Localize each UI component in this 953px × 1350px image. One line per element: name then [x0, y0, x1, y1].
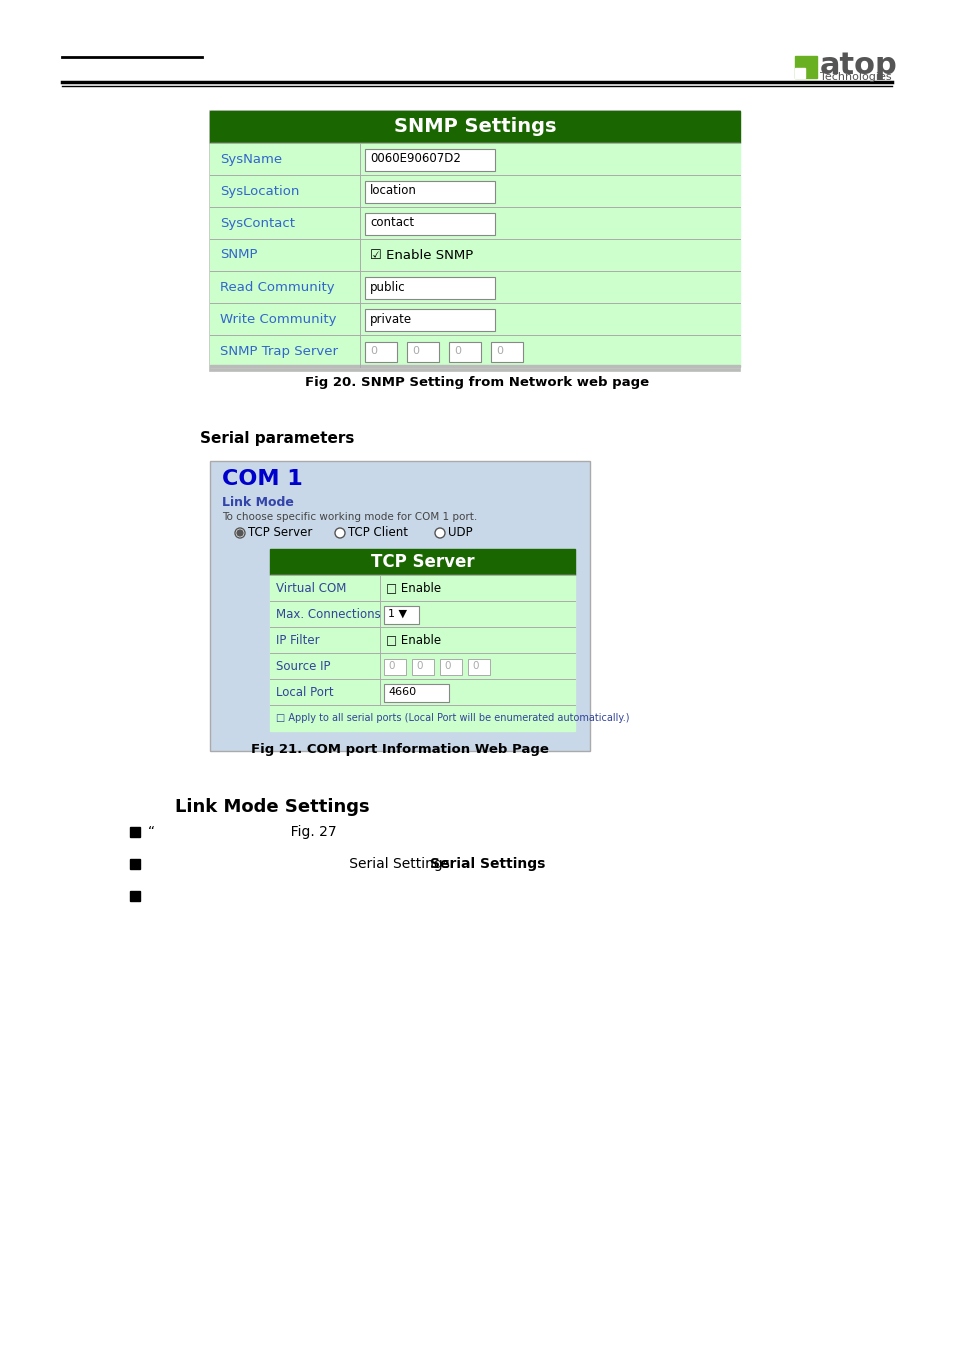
Bar — [210, 111, 740, 371]
Bar — [270, 549, 575, 575]
Bar — [449, 342, 480, 362]
Text: “                               Fig. 27: “ Fig. 27 — [148, 825, 336, 838]
Bar — [365, 213, 495, 235]
Bar — [384, 684, 449, 702]
Circle shape — [335, 528, 345, 539]
Bar — [210, 176, 740, 207]
Bar — [365, 181, 495, 202]
Text: Link Mode: Link Mode — [222, 497, 294, 509]
Bar — [794, 55, 816, 78]
Text: □ Apply to all serial ports (Local Port will be enumerated automatically.): □ Apply to all serial ports (Local Port … — [275, 713, 629, 724]
Bar — [130, 828, 140, 837]
Text: Serial Settings: Serial Settings — [430, 857, 545, 871]
Text: Write Community: Write Community — [220, 312, 336, 325]
Bar — [439, 659, 461, 675]
Bar — [270, 575, 575, 601]
Text: Fig 20. SNMP Setting from Network web page: Fig 20. SNMP Setting from Network web pa… — [305, 377, 648, 389]
Text: IP Filter: IP Filter — [275, 633, 319, 647]
Text: SysLocation: SysLocation — [220, 185, 299, 197]
Circle shape — [435, 528, 444, 539]
Bar — [270, 653, 575, 679]
Bar — [365, 148, 495, 171]
Bar — [491, 342, 522, 362]
Text: Virtual COM: Virtual COM — [275, 582, 346, 594]
Text: 4660: 4660 — [388, 687, 416, 697]
Text: TCP Server: TCP Server — [371, 554, 474, 571]
Text: Technologies: Technologies — [820, 72, 891, 82]
Bar — [270, 679, 575, 705]
Text: 0: 0 — [370, 346, 376, 356]
Text: SNMP Settings: SNMP Settings — [394, 117, 556, 136]
Text: To choose specific working mode for COM 1 port.: To choose specific working mode for COM … — [222, 512, 476, 522]
Text: Fig 21. COM port Information Web Page: Fig 21. COM port Information Web Page — [251, 743, 548, 756]
Text: 0: 0 — [416, 662, 422, 671]
Text: private: private — [370, 312, 412, 325]
Bar — [130, 859, 140, 869]
Text: 1 ▼: 1 ▼ — [388, 609, 407, 620]
Bar — [270, 601, 575, 626]
Bar — [210, 111, 740, 143]
Bar — [210, 460, 589, 751]
Text: Serial parameters: Serial parameters — [200, 431, 354, 446]
Text: SysName: SysName — [220, 153, 282, 166]
Bar — [210, 143, 740, 176]
Text: UDP: UDP — [448, 526, 472, 540]
Text: 0: 0 — [388, 662, 395, 671]
Text: 0: 0 — [472, 662, 478, 671]
Bar — [384, 659, 406, 675]
Text: SysContact: SysContact — [220, 216, 294, 230]
Bar — [794, 68, 804, 78]
Circle shape — [234, 528, 245, 539]
Bar — [210, 239, 740, 271]
Bar — [210, 302, 740, 335]
Text: 0060E90607D2: 0060E90607D2 — [370, 153, 460, 166]
Bar — [407, 342, 438, 362]
Bar — [210, 335, 740, 367]
Text: TCP Server: TCP Server — [248, 526, 312, 540]
Bar — [468, 659, 490, 675]
Text: SNMP: SNMP — [220, 248, 257, 262]
Text: □ Enable: □ Enable — [386, 633, 440, 647]
Text: □ Enable: □ Enable — [386, 582, 440, 594]
Text: public: public — [370, 281, 405, 293]
Text: 0: 0 — [496, 346, 502, 356]
Text: 0: 0 — [412, 346, 418, 356]
Bar — [210, 364, 740, 367]
Text: TCP Client: TCP Client — [348, 526, 408, 540]
Text: 0: 0 — [443, 662, 450, 671]
Bar — [365, 342, 396, 362]
Text: ☑ Enable SNMP: ☑ Enable SNMP — [370, 248, 473, 262]
Bar — [412, 659, 434, 675]
Text: Source IP: Source IP — [275, 660, 330, 672]
Text: Link Mode Settings: Link Mode Settings — [174, 798, 369, 815]
Text: COM 1: COM 1 — [222, 468, 302, 489]
Text: location: location — [370, 185, 416, 197]
Text: Local Port: Local Port — [275, 686, 334, 698]
Text: Serial Settings: Serial Settings — [148, 857, 450, 871]
Text: Read Community: Read Community — [220, 281, 335, 293]
Bar — [270, 705, 575, 730]
Text: SNMP Trap Server: SNMP Trap Server — [220, 344, 337, 358]
Bar — [210, 207, 740, 239]
Text: 0: 0 — [454, 346, 460, 356]
Bar — [365, 309, 495, 331]
Bar — [130, 891, 140, 900]
Text: contact: contact — [370, 216, 414, 230]
Bar — [365, 277, 495, 298]
Bar — [210, 271, 740, 302]
Bar — [384, 606, 418, 624]
Circle shape — [236, 531, 243, 536]
Text: atop: atop — [820, 50, 897, 80]
Bar — [270, 626, 575, 653]
Text: Max. Connections: Max. Connections — [275, 608, 380, 621]
